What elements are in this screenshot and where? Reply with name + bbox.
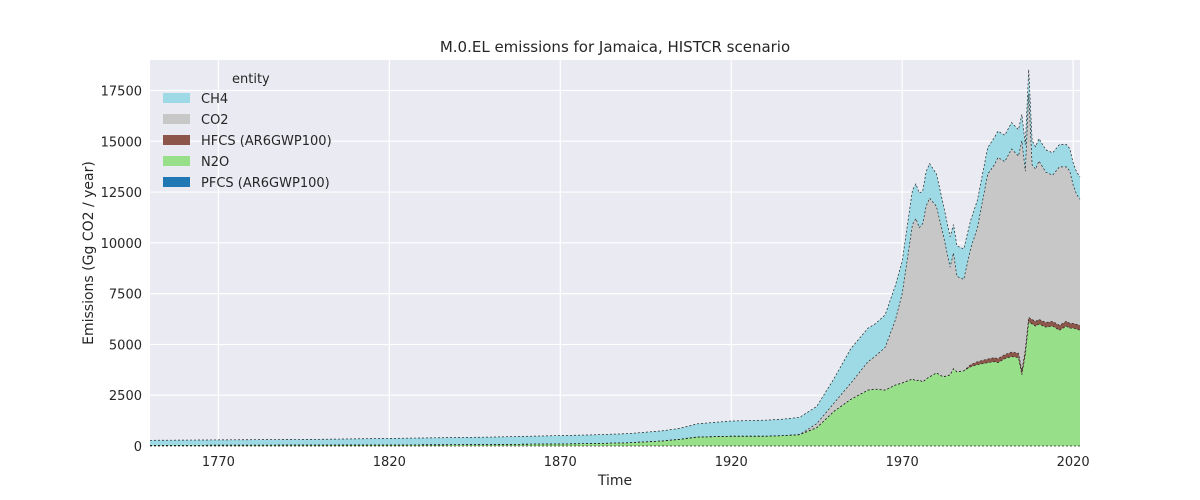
y-tick-label: 10000 xyxy=(101,237,142,252)
y-axis-label: Emissions (Gg CO2 / year) xyxy=(81,161,97,345)
x-tick-label: 2020 xyxy=(1057,455,1090,470)
legend-label-n2o: N2O xyxy=(201,155,229,170)
legend-swatch-hfcs-ar6gwp100 xyxy=(163,135,190,145)
y-tick-label: 0 xyxy=(134,440,142,455)
area-n2o xyxy=(150,322,1080,446)
x-tick-label: 1920 xyxy=(715,455,748,470)
x-tick-label: 1970 xyxy=(886,455,919,470)
y-tick-label: 12500 xyxy=(101,186,142,201)
legend-label-pfcs-ar6gwp100: PFCS (AR6GWP100) xyxy=(201,176,330,191)
outline-n2o xyxy=(149,321,1081,446)
legend-swatch-n2o xyxy=(163,156,190,166)
legend-swatch-co2 xyxy=(163,114,190,124)
legend-label-ch4: CH4 xyxy=(201,92,228,107)
outline-ch4 xyxy=(149,69,1081,441)
x-tick-label: 1870 xyxy=(544,455,577,470)
y-tick-label: 17500 xyxy=(101,84,142,99)
y-tick-label: 5000 xyxy=(109,338,142,353)
series-outlines xyxy=(149,69,1081,447)
tick-labels: 1770 1820 1870 1920 1970 2020 0 2500 5000 7500 100… xyxy=(101,84,1090,470)
stacked-areas xyxy=(150,69,1080,446)
legend-swatch-ch4 xyxy=(163,93,190,103)
legend-swatch-pfcs-ar6gwp100 xyxy=(163,177,190,187)
chart-title: M.0.EL emissions for Jamaica, HISTCR sce… xyxy=(440,38,790,56)
legend-label-hfcs-ar6gwp100: HFCS (AR6GWP100) xyxy=(201,134,332,149)
y-tick-label: 15000 xyxy=(101,135,142,150)
y-tick-label: 7500 xyxy=(109,288,142,303)
x-tick-label: 1820 xyxy=(373,455,406,470)
legend: entity CH4 CO2 HFCS (AR6GWP100) N2O PFCS (AR… xyxy=(163,72,332,191)
legend-label-co2: CO2 xyxy=(201,113,229,128)
y-tick-label: 2500 xyxy=(109,389,142,404)
legend-title: entity xyxy=(232,72,270,87)
x-tick-label: 1770 xyxy=(202,455,235,470)
x-axis-label: Time xyxy=(597,473,632,489)
